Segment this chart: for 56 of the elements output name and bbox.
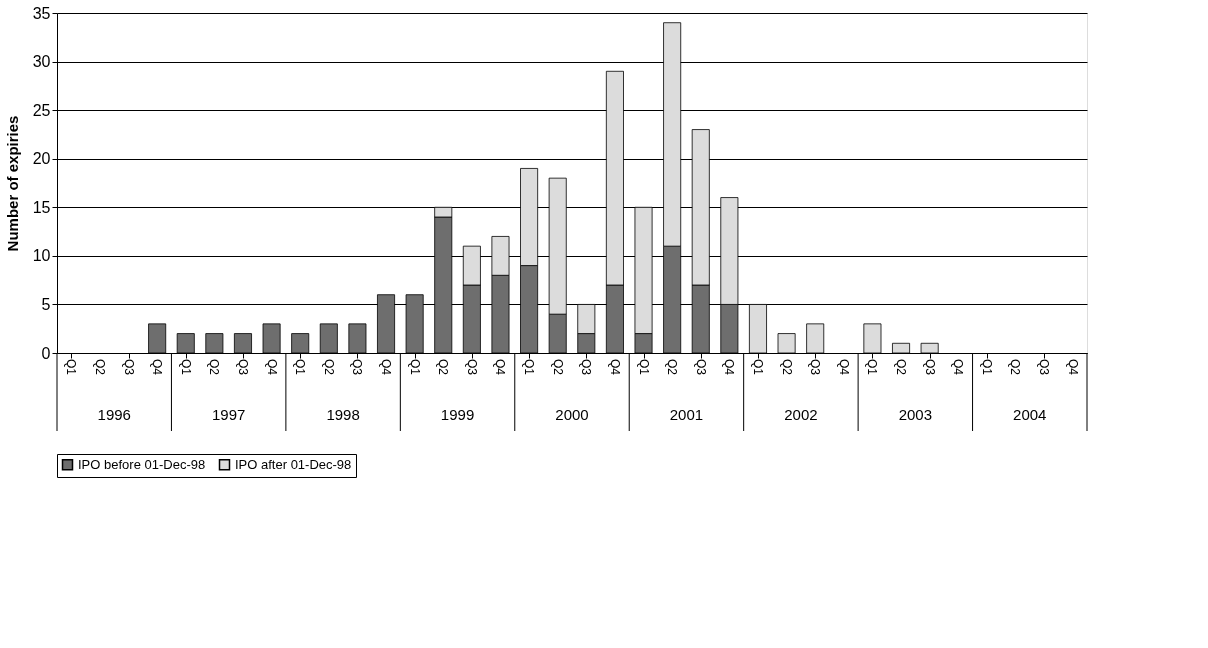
y-tick-label: 5 bbox=[41, 295, 51, 313]
x-tick-label: Q3 bbox=[579, 359, 594, 376]
x-tick-label: Q2 bbox=[1008, 359, 1023, 376]
x-tick-label: Q4 bbox=[836, 359, 851, 376]
x-tick-label: Q2 bbox=[550, 359, 565, 376]
x-tick-label: Q4 bbox=[607, 359, 622, 376]
legend-label: IPO after 01-Dec-98 bbox=[235, 456, 352, 472]
y-tick-label: 10 bbox=[32, 247, 51, 265]
x-tick-label: Q1 bbox=[64, 359, 79, 376]
y-tick-label: 15 bbox=[32, 198, 51, 216]
text: 2002 bbox=[784, 406, 818, 423]
x-tick-label: Q4 bbox=[150, 359, 165, 376]
x-tick-label: Q4 bbox=[379, 359, 394, 376]
x-tick-label: Q2 bbox=[894, 359, 909, 376]
x-tick-label: Q4 bbox=[264, 359, 279, 376]
y-tick-label: 0 bbox=[41, 344, 51, 362]
x-tick-label: Q2 bbox=[436, 359, 451, 376]
x-tick-label: Q2 bbox=[321, 359, 336, 376]
x-tick-label: Q4 bbox=[493, 359, 508, 376]
text: 1997 bbox=[211, 406, 246, 423]
x-tick-label: Q3 bbox=[922, 359, 937, 376]
x-tick-label: Q4 bbox=[1065, 359, 1080, 376]
x-tick-label: Q3 bbox=[235, 359, 250, 376]
text: 2001 bbox=[669, 406, 704, 423]
text: 2000 bbox=[555, 406, 589, 423]
x-tick-label: Q4 bbox=[722, 359, 737, 376]
y-tick-label: 30 bbox=[32, 53, 51, 71]
x-tick-label: Q2 bbox=[207, 359, 222, 376]
x-tick-label: Q1 bbox=[865, 359, 880, 376]
legend-label: IPO before 01-Dec-98 bbox=[78, 456, 206, 472]
x-tick-label: Q3 bbox=[808, 359, 823, 376]
x-tick-label: Q1 bbox=[522, 359, 537, 376]
x-tick-label: Q1 bbox=[979, 359, 994, 376]
x-tick-label: Q3 bbox=[464, 359, 479, 376]
y-axis-title: Number of expiries bbox=[3, 115, 21, 252]
x-tick-label: Q2 bbox=[779, 359, 794, 376]
x-tick-label: Q3 bbox=[121, 359, 136, 376]
text: 1996 bbox=[97, 406, 131, 423]
y-tick-label: 35 bbox=[32, 4, 51, 22]
y-tick-label: 25 bbox=[32, 101, 51, 119]
text: 2003 bbox=[898, 406, 933, 423]
x-tick-label: Q3 bbox=[350, 359, 365, 376]
y-tick-label: 20 bbox=[32, 150, 51, 168]
x-tick-label: Q1 bbox=[407, 359, 422, 376]
x-tick-label: Q3 bbox=[1037, 359, 1052, 376]
x-tick-label: Q2 bbox=[92, 359, 107, 376]
text: 2004 bbox=[1013, 406, 1047, 423]
x-tick-label: Q1 bbox=[750, 359, 765, 376]
x-tick-label: Q1 bbox=[293, 359, 308, 376]
text: 1999 bbox=[440, 406, 475, 423]
x-tick-label: Q1 bbox=[636, 359, 651, 376]
x-tick-label: Q3 bbox=[693, 359, 708, 376]
x-tick-label: Q2 bbox=[665, 359, 680, 376]
x-tick-label: Q1 bbox=[178, 359, 193, 376]
x-tick-label: Q4 bbox=[951, 359, 966, 376]
text: 1998 bbox=[326, 406, 360, 423]
